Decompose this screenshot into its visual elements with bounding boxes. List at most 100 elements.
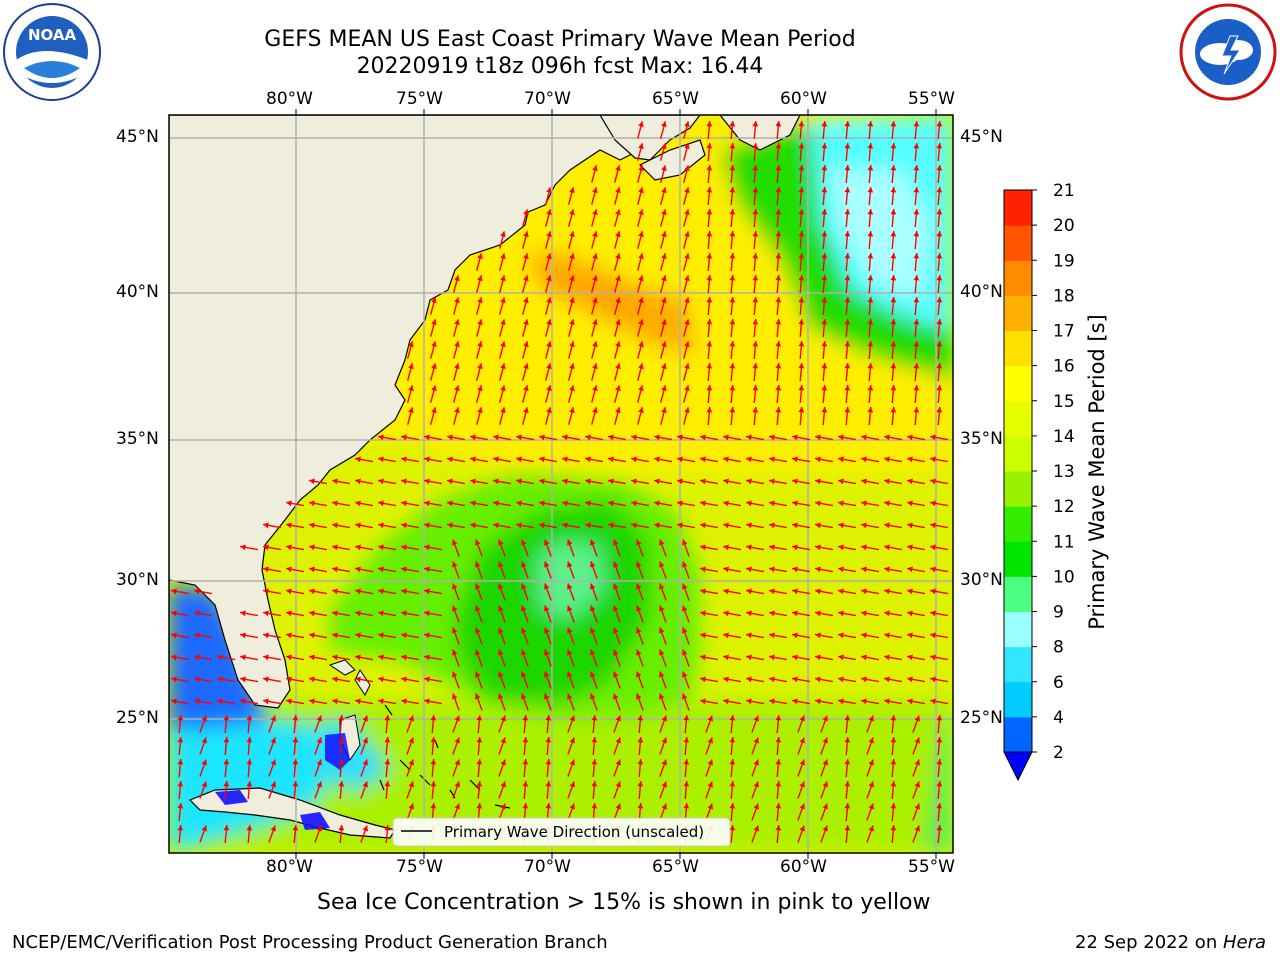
direction-arrow-head — [631, 478, 637, 485]
colorbar-tick-label: 15 — [1053, 392, 1075, 412]
direction-arrow-head — [815, 434, 821, 441]
direction-arrow-head — [844, 759, 851, 765]
direction-arrow-head — [723, 632, 729, 639]
direction-arrow-head — [309, 698, 315, 705]
direction-arrow-head — [890, 715, 897, 721]
direction-arrow-head — [746, 500, 752, 507]
lon-label-bottom-60w: 60°W — [780, 857, 827, 877]
direction-arrow-head — [661, 121, 667, 128]
colorbar-segment — [1004, 190, 1032, 226]
direction-arrow-head — [821, 319, 828, 325]
direction-arrow-head — [638, 187, 644, 194]
direction-arrow-head — [723, 456, 729, 463]
colorbar-tick-label: 4 — [1053, 708, 1064, 728]
direction-arrow-head — [907, 566, 913, 573]
direction-arrow-head — [523, 407, 529, 414]
direction-arrow-head — [661, 341, 667, 348]
direction-arrow-head — [936, 341, 943, 347]
direction-arrow-head — [775, 187, 782, 193]
direction-arrow-head — [309, 610, 315, 617]
direction-arrow-head — [775, 759, 782, 765]
direction-arrow-head — [706, 341, 713, 347]
direction-arrow-head — [613, 671, 619, 678]
direction-arrow-head — [613, 561, 619, 568]
direction-arrow-head — [569, 385, 575, 392]
direction-arrow-head — [914, 781, 920, 788]
direction-arrow-head — [378, 632, 384, 639]
direction-arrow-head — [523, 319, 529, 326]
direction-arrow-head — [477, 275, 483, 282]
direction-arrow-head — [769, 610, 775, 617]
direction-arrow-head — [799, 759, 805, 766]
direction-arrow-head — [798, 165, 805, 171]
direction-arrow-head — [592, 231, 598, 238]
direction-arrow-head — [638, 253, 644, 260]
direction-arrow-head — [844, 231, 851, 237]
direction-arrow-head — [401, 676, 407, 683]
direction-arrow-head — [700, 544, 706, 551]
direction-arrow-head — [706, 187, 713, 193]
direction-arrow-head — [752, 275, 759, 281]
direction-arrow-head — [844, 143, 851, 149]
direction-arrow-head — [523, 385, 529, 392]
direction-arrow-head — [913, 165, 920, 171]
direction-arrow-head — [838, 632, 844, 639]
direction-arrow-head — [661, 803, 667, 810]
direction-arrow-head — [907, 456, 913, 463]
direction-arrow-head — [431, 407, 437, 414]
direction-arrow-head — [684, 187, 690, 194]
direction-arrow-head — [815, 522, 821, 529]
direction-arrow-head — [729, 231, 736, 237]
sea-ice-note: Sea Ice Concentration > 15% is shown in … — [317, 890, 931, 915]
direction-arrow-head — [683, 759, 690, 765]
direction-arrow-head — [500, 407, 506, 414]
direction-arrow-head — [844, 253, 851, 259]
direction-arrow-head — [752, 385, 759, 391]
direction-arrow-head — [516, 456, 522, 463]
direction-arrow-head — [775, 341, 782, 347]
direction-arrow-head — [723, 434, 729, 441]
direction-arrow-head — [424, 522, 430, 529]
direction-arrow-head — [263, 588, 269, 595]
direction-arrow-head — [907, 588, 913, 595]
direction-arrow-head — [177, 715, 184, 721]
direction-arrow-head — [194, 654, 200, 661]
direction-arrow-head — [700, 434, 706, 441]
direction-arrow-head — [792, 588, 798, 595]
direction-arrow-head — [682, 583, 688, 590]
direction-arrow-head — [907, 632, 913, 639]
direction-arrow-head — [868, 759, 874, 766]
direction-arrow-head — [470, 456, 476, 463]
direction-arrow-head — [217, 654, 223, 661]
direction-arrow-head — [821, 275, 828, 281]
direction-arrow-head — [516, 434, 522, 441]
direction-arrow-head — [930, 610, 936, 617]
direction-arrow-head — [746, 698, 752, 705]
direction-arrow-head — [447, 434, 453, 441]
direction-arrow-head — [431, 363, 437, 370]
direction-arrow-head — [844, 209, 851, 215]
direction-arrow-head — [500, 341, 506, 348]
direction-arrow-head — [201, 759, 207, 766]
direction-arrow-head — [545, 737, 552, 743]
direction-arrow-head — [844, 363, 851, 369]
direction-arrow-head — [868, 803, 874, 810]
direction-arrow-head — [355, 544, 361, 551]
direction-arrow-head — [454, 385, 460, 392]
direction-arrow-head — [729, 319, 736, 325]
direction-arrow-head — [431, 385, 437, 392]
graticule — [169, 115, 953, 853]
direction-arrow-head — [775, 231, 782, 237]
direction-arrow-head — [822, 737, 828, 744]
direction-arrow-head — [659, 605, 665, 612]
direction-arrow-head — [201, 781, 207, 788]
direction-arrow-head — [861, 610, 867, 617]
colorbar-segment — [1004, 576, 1032, 612]
direction-arrow-head — [332, 676, 338, 683]
direction-arrow-head — [930, 434, 936, 441]
direction-arrow-head — [890, 385, 897, 391]
direction-arrow-head — [930, 654, 936, 661]
direction-arrow-head — [424, 566, 430, 573]
land-islands — [379, 704, 511, 809]
direction-arrow-head — [475, 627, 481, 634]
